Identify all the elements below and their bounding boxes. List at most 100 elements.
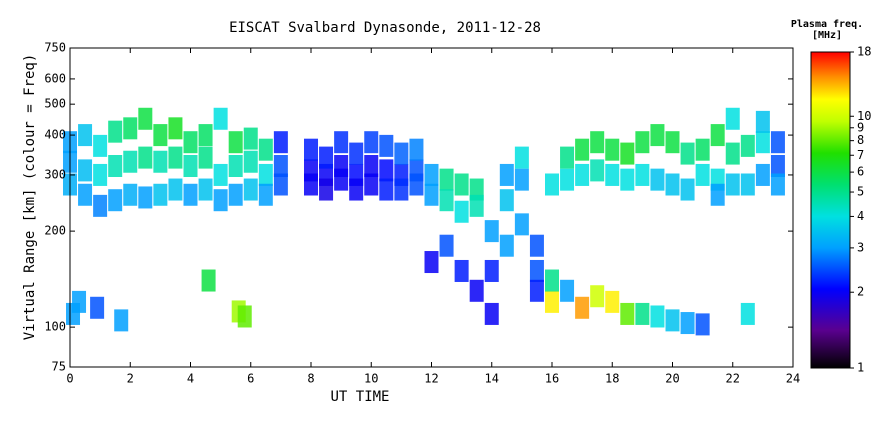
colorbar-tick-label: 18	[857, 45, 871, 59]
data-point	[213, 189, 228, 212]
data-point	[183, 155, 198, 178]
data-point	[439, 234, 454, 257]
data-point	[409, 173, 424, 196]
data-point	[319, 178, 334, 201]
x-tick-label: 0	[66, 372, 73, 386]
data-point	[575, 163, 590, 186]
data-point	[198, 124, 213, 147]
data-point	[755, 163, 770, 186]
x-tick-label: 12	[424, 372, 438, 386]
data-point	[114, 309, 129, 332]
data-point	[755, 131, 770, 154]
colorbar-tick-label: 5	[857, 185, 864, 199]
data-point	[243, 127, 258, 150]
data-point	[123, 183, 138, 206]
data-point	[364, 173, 379, 196]
data-point	[755, 110, 770, 133]
data-point	[379, 178, 394, 201]
data-point	[590, 131, 605, 154]
data-point	[740, 173, 755, 196]
x-tick-label: 24	[786, 372, 800, 386]
data-point	[514, 168, 529, 191]
data-point	[620, 302, 635, 325]
data-point	[364, 131, 379, 154]
data-point	[228, 155, 243, 178]
data-point	[168, 117, 183, 140]
colorbar-title: [MHz]	[812, 30, 842, 41]
data-point	[258, 138, 273, 161]
data-point	[529, 234, 544, 257]
data-point	[710, 183, 725, 206]
data-point	[108, 189, 123, 212]
colorbar-tick-label: 7	[857, 148, 864, 162]
data-point	[93, 194, 108, 217]
data-point	[138, 146, 153, 169]
data-point	[620, 142, 635, 165]
data-point	[183, 183, 198, 206]
data-point	[710, 124, 725, 147]
colorbar-tick-label: 4	[857, 209, 864, 223]
data-point	[770, 173, 785, 196]
data-point	[469, 194, 484, 217]
data-point	[424, 251, 439, 274]
data-point	[545, 290, 559, 313]
data-point	[575, 296, 590, 319]
data-point	[695, 138, 710, 161]
data-point	[514, 146, 529, 169]
data-point	[725, 142, 740, 165]
data-point	[304, 138, 318, 161]
data-point	[78, 159, 93, 182]
data-point	[499, 163, 514, 186]
x-tick-label: 20	[665, 372, 679, 386]
x-tick-label: 10	[364, 372, 378, 386]
y-tick-label: 100	[44, 320, 66, 334]
data-point	[529, 279, 544, 302]
data-point	[590, 159, 605, 182]
x-tick-label: 4	[187, 372, 194, 386]
data-point	[665, 131, 680, 154]
data-point	[364, 155, 379, 178]
data-point	[153, 124, 168, 147]
data-point	[635, 163, 650, 186]
data-point	[725, 173, 740, 196]
y-tick-label: 500	[44, 97, 66, 111]
data-point	[439, 168, 454, 191]
data-point	[454, 200, 469, 223]
x-tick-label: 16	[545, 372, 559, 386]
data-point	[770, 131, 785, 154]
data-point	[650, 305, 665, 328]
data-point	[680, 142, 695, 165]
x-tick-label: 14	[485, 372, 499, 386]
y-tick-label: 750	[44, 41, 66, 55]
data-point	[575, 138, 590, 161]
data-point	[201, 269, 216, 292]
data-point	[695, 163, 710, 186]
data-point	[439, 189, 454, 212]
data-point	[635, 302, 650, 325]
colorbar-tick-label: 3	[857, 240, 864, 254]
data-point	[108, 120, 123, 143]
y-tick-label: 200	[44, 224, 66, 238]
y-axis-label: Virtual Range [km] (colour = Freq)	[22, 54, 38, 341]
data-point	[273, 131, 288, 154]
data-point	[650, 168, 665, 191]
data-point	[499, 234, 514, 257]
data-point	[198, 146, 213, 169]
data-point	[605, 138, 620, 161]
data-point	[379, 159, 394, 182]
data-point	[168, 178, 183, 201]
data-point	[123, 150, 138, 173]
data-point	[680, 312, 695, 335]
data-point	[514, 213, 529, 236]
data-point	[484, 259, 499, 282]
data-point	[665, 309, 680, 332]
data-point	[90, 296, 105, 319]
y-tick-label: 300	[44, 167, 66, 181]
x-axis-label: UT TIME	[330, 389, 389, 405]
data-point	[529, 259, 544, 282]
data-point	[725, 107, 740, 130]
y-tick-label: 75	[52, 360, 66, 374]
data-point	[484, 302, 499, 325]
y-tick-label: 600	[44, 71, 66, 85]
